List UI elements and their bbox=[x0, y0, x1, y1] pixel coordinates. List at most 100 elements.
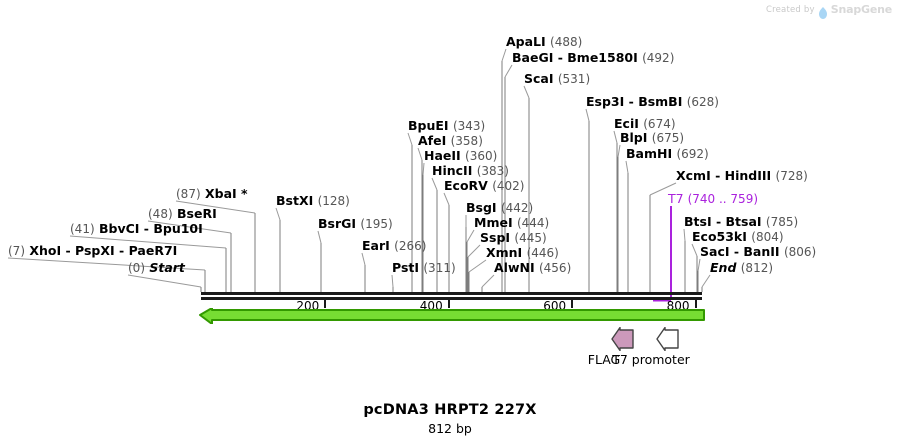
enzyme-label-bstxi[interactable]: BstXI (128) bbox=[276, 194, 350, 208]
enzyme-name: SspI bbox=[480, 230, 511, 245]
enzyme-label-ecorv[interactable]: EcoRV (402) bbox=[444, 179, 524, 193]
enzyme-label-xhoi[interactable]: (7) XhoI - PspXI - PaeR7I bbox=[8, 244, 177, 258]
enzyme-position: (675) bbox=[651, 131, 685, 145]
enzyme-label-hincii[interactable]: HincII (383) bbox=[432, 164, 509, 178]
enzyme-position: (358) bbox=[450, 134, 483, 148]
enzyme-label-ecii[interactable]: EciI (674) bbox=[614, 117, 676, 131]
enzyme-label-eco53ki[interactable]: Eco53kI (804) bbox=[692, 230, 784, 244]
enzyme-position: (360) bbox=[465, 149, 498, 163]
enzyme-name: BtsI bbox=[684, 214, 712, 229]
enzyme-name: AfeI bbox=[418, 133, 447, 148]
enzyme-name: BpuEI bbox=[408, 118, 449, 133]
watermark-brand: SnapGene bbox=[830, 3, 892, 16]
name-separator: - bbox=[624, 94, 639, 109]
enzyme-name: BbvCI bbox=[99, 221, 140, 236]
enzyme-name: HindIII bbox=[724, 168, 772, 183]
enzyme-label-btsi[interactable]: BtsI - BtsaI (785) bbox=[684, 215, 798, 229]
enzyme-name: EcoRV bbox=[444, 178, 488, 193]
enzyme-name: Start bbox=[149, 260, 185, 275]
snapgene-watermark: Created by SnapGene bbox=[765, 3, 892, 19]
enzyme-name: Bme1580I bbox=[567, 50, 638, 65]
enzyme-position: (0) bbox=[128, 261, 145, 275]
enzyme-label-alwni[interactable]: AlwNI (456) bbox=[494, 261, 571, 275]
enzyme-label-baegi[interactable]: BaeGI - Bme1580I (492) bbox=[512, 51, 674, 65]
enzyme-name: Eco53kI bbox=[692, 229, 747, 244]
enzyme-name: ApaLI bbox=[506, 34, 546, 49]
enzyme-position: (628) bbox=[686, 95, 719, 109]
snapgene-logo-icon bbox=[818, 4, 827, 19]
enzyme-name: BstXI bbox=[276, 193, 314, 208]
orf-arrow[interactable] bbox=[198, 308, 706, 324]
enzyme-position: (492) bbox=[642, 51, 675, 65]
enzyme-position: (266) bbox=[394, 239, 427, 253]
enzyme-label-bpuei[interactable]: BpuEI (343) bbox=[408, 119, 485, 133]
enzyme-name: BtsaI bbox=[725, 214, 762, 229]
feature-label-t7[interactable]: T7 (740 .. 759) bbox=[668, 192, 758, 206]
name-separator: - bbox=[61, 243, 76, 258]
enzyme-name: EarI bbox=[362, 238, 390, 253]
enzyme-label-bsrgi[interactable]: BsrGI (195) bbox=[318, 217, 393, 231]
enzyme-label-psti[interactable]: PstI (311) bbox=[392, 261, 456, 275]
feature-range: (740 .. 759) bbox=[687, 192, 759, 206]
backbone-strand-bottom bbox=[201, 297, 702, 300]
enzyme-label-xcmi[interactable]: XcmI - HindIII (728) bbox=[676, 169, 808, 183]
enzyme-label-sspi[interactable]: SspI (445) bbox=[480, 231, 547, 245]
enzyme-label-haeii[interactable]: HaeII (360) bbox=[424, 149, 497, 163]
enzyme-label-eari[interactable]: EarI (266) bbox=[362, 239, 426, 253]
enzyme-name: Esp3I bbox=[586, 94, 625, 109]
enzyme-position: (383) bbox=[476, 164, 509, 178]
enzyme-label-xmni[interactable]: XmnI (446) bbox=[486, 246, 559, 260]
name-separator: - bbox=[553, 50, 568, 65]
feature-caption-t7-promoter: T7 promoter bbox=[612, 352, 690, 367]
ruler-tick-600 bbox=[571, 300, 574, 308]
enzyme-position: (804) bbox=[751, 230, 784, 244]
enzyme-label-esp3i[interactable]: Esp3I - BsmBI (628) bbox=[586, 95, 719, 109]
enzyme-position: (41) bbox=[70, 222, 95, 236]
enzyme-name: ScaI bbox=[524, 71, 554, 86]
enzyme-label-bsgi[interactable]: BsgI (442) bbox=[466, 201, 533, 215]
enzyme-position: (446) bbox=[526, 246, 559, 260]
enzyme-name: BaeGI bbox=[512, 50, 554, 65]
enzyme-label-apali[interactable]: ApaLI (488) bbox=[506, 35, 582, 49]
feature-caption-flag: FLAG bbox=[587, 352, 621, 367]
enzyme-label-xbai[interactable]: (87) XbaI * bbox=[176, 187, 248, 201]
enzyme-label-afei[interactable]: AfeI (358) bbox=[418, 134, 483, 148]
enzyme-position: (692) bbox=[676, 147, 709, 161]
enzyme-position: (812) bbox=[740, 261, 774, 275]
enzyme-name: HaeII bbox=[424, 148, 461, 163]
enzyme-name: MmeI bbox=[474, 215, 513, 230]
enzyme-label-start[interactable]: (0) Start bbox=[128, 261, 185, 275]
enzyme-name: End bbox=[710, 260, 737, 275]
enzyme-position: (806) bbox=[783, 245, 817, 259]
enzyme-name: BanII bbox=[743, 244, 780, 259]
enzyme-label-bamhi[interactable]: BamHI (692) bbox=[626, 147, 709, 161]
enzyme-position: (343) bbox=[452, 119, 486, 133]
enzyme-label-scai[interactable]: ScaI (531) bbox=[524, 72, 590, 86]
ruler-tick-200 bbox=[324, 300, 327, 308]
enzyme-name: BamHI bbox=[626, 146, 673, 161]
enzyme-label-blpi[interactable]: BlpI (675) bbox=[620, 131, 684, 145]
name-separator: - bbox=[711, 214, 726, 229]
name-separator: - bbox=[114, 243, 129, 258]
enzyme-position: (87) bbox=[176, 187, 201, 201]
feature-arrow-t7-promoter[interactable] bbox=[655, 327, 681, 351]
backbone-strand-top bbox=[201, 292, 702, 295]
enzyme-name: HincII bbox=[432, 163, 473, 178]
feature-arrow-flag[interactable] bbox=[610, 327, 636, 351]
enzyme-label-end[interactable]: End (812) bbox=[710, 261, 773, 275]
ruler-tick-400 bbox=[447, 300, 450, 308]
enzyme-position: (402) bbox=[492, 179, 525, 193]
enzyme-label-mmei[interactable]: MmeI (444) bbox=[474, 216, 549, 230]
enzyme-name: BseRI bbox=[177, 206, 217, 221]
enzyme-label-bbvci[interactable]: (41) BbvCI - Bpu10I bbox=[70, 222, 203, 236]
enzyme-label-saci[interactable]: SacI - BanII (806) bbox=[700, 245, 816, 259]
enzyme-name: PstI bbox=[392, 260, 420, 275]
enzyme-position: (531) bbox=[557, 72, 591, 86]
enzyme-position: (444) bbox=[516, 216, 550, 230]
watermark-prefix: Created by bbox=[765, 4, 815, 15]
enzyme-label-bseri[interactable]: (48) BseRI bbox=[148, 207, 217, 221]
enzyme-position: (456) bbox=[538, 261, 572, 275]
name-separator: - bbox=[139, 221, 154, 236]
enzyme-name: EciI bbox=[614, 116, 639, 131]
